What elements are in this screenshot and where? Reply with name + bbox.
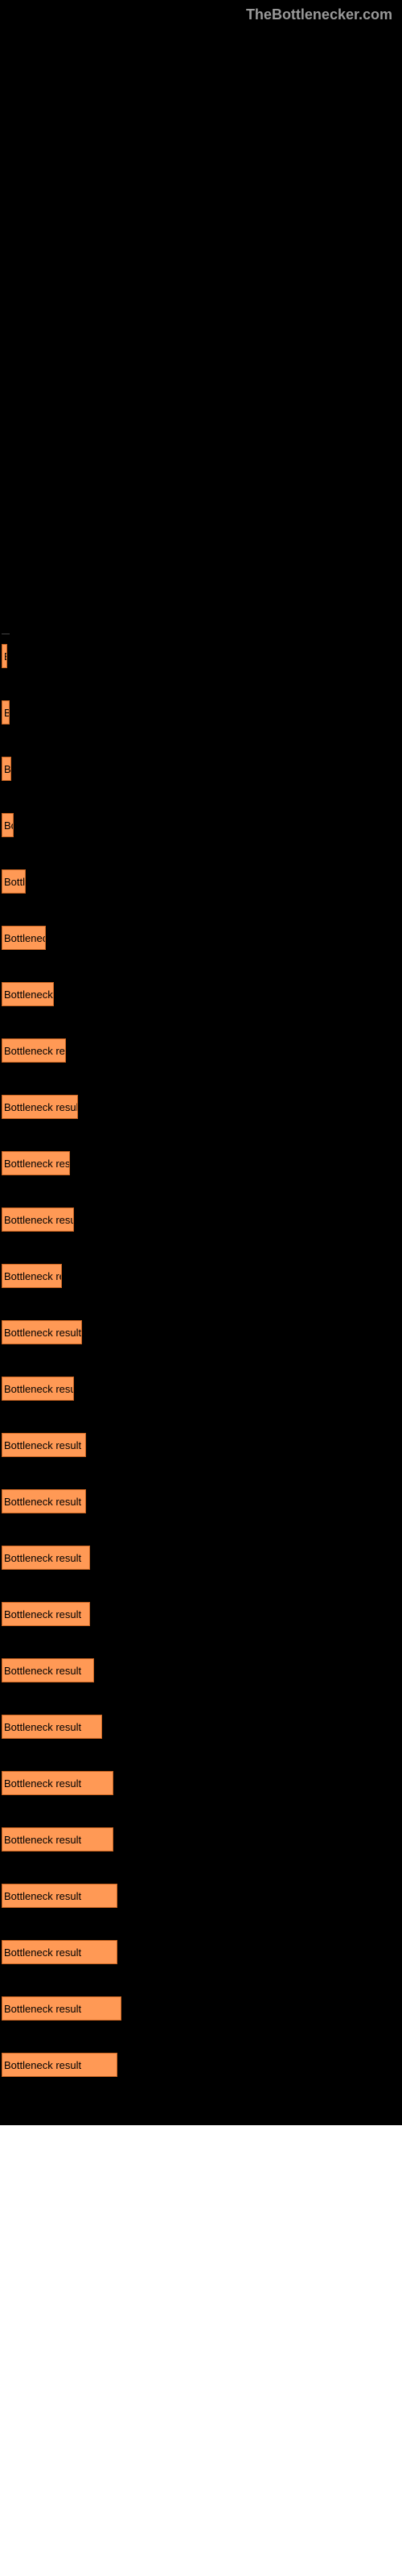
bar: Bottleneck result [2,2053,117,2077]
bar: Bottleneck result [2,1602,90,1626]
bar: Bottleneck result [2,982,54,1006]
bar-row: Bottleneck result [0,700,402,724]
bar-row: Bottleneck result [0,1715,402,1739]
bar-row: Bottleneck result [0,1320,402,1344]
bar: Bottleneck result [2,1038,66,1063]
bar-row: Bottleneck result [0,926,402,950]
bar: Bottleneck result [2,1771,113,1795]
bar-row: Bottleneck result [0,1433,402,1457]
bar-row: Bottleneck result [0,982,402,1006]
bar-row: Bottleneck result [0,1940,402,1964]
bar-row: Bottleneck result [0,1095,402,1119]
bar-row: Bottleneck result [0,869,402,894]
bar-row: Bottleneck result [0,1151,402,1175]
bar-row: Bottleneck result [0,1208,402,1232]
bar-row: Bottleneck result [0,757,402,781]
bar: Bottleneck result [2,813,14,837]
bar: Bottleneck result [2,1884,117,1908]
bar: Bottleneck result [2,644,7,668]
bar: Bottleneck result [2,1658,94,1682]
bar-row: Bottleneck result [0,2053,402,2077]
bar-row: Bottleneck result [0,813,402,837]
bar: Bottleneck result [2,1546,90,1570]
bar: Bottleneck result [2,1996,121,2021]
bar: Bottleneck result [2,1264,62,1288]
bar-row: Bottleneck result [0,1827,402,1852]
bar-row: Bottleneck result [0,1771,402,1795]
bar: Bottleneck result [2,1151,70,1175]
bar-row: Bottleneck result [0,1038,402,1063]
bar: Bottleneck result [2,926,46,950]
bar-row: Bottleneck result [0,1546,402,1570]
bar-row: Bottleneck result [0,1884,402,1908]
bar: Bottleneck result [2,700,10,724]
bar-row: Bottleneck result [0,1658,402,1682]
bar-row: Bottleneck result [0,1264,402,1288]
bar: Bottleneck result [2,1208,74,1232]
bar: Bottleneck result [2,1095,78,1119]
bottleneck-chart: Bottleneck result Bottleneck result Bottle… [0,634,402,2125]
bar: Bottleneck result [2,1489,86,1513]
site-name: TheBottlenecker.com [246,6,392,23]
bar: Bottleneck result [2,1940,117,1964]
bar-row: Bottleneck result [0,1602,402,1626]
bar: Bottleneck result [2,869,26,894]
bar-row: Bottleneck result [0,1489,402,1513]
bar-row: Bottleneck result [0,1996,402,2021]
bar-row: Bottleneck result [0,1377,402,1401]
bar: Bottleneck result [2,1377,74,1401]
bar-row: Bottleneck result [0,644,402,668]
bar: Bottleneck result [2,1320,82,1344]
bar: Bottleneck result [2,1433,86,1457]
bar: Bottleneck result [2,1827,113,1852]
top-spacer [0,30,402,634]
bar: Bottleneck result [2,1715,102,1739]
bar: Bottleneck result [2,757,11,781]
site-header: TheBottlenecker.com [0,0,402,30]
